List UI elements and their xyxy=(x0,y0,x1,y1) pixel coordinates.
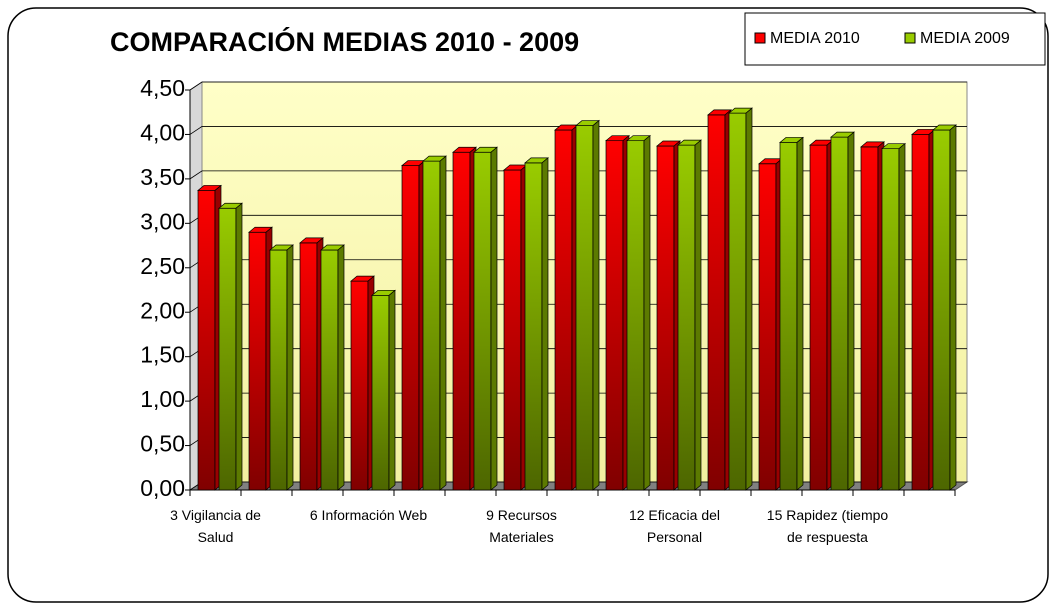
y-tick-label: 1,00 xyxy=(140,386,185,412)
grid-line xyxy=(189,81,967,91)
bar xyxy=(860,146,879,491)
bar-side xyxy=(388,289,396,491)
x-tick-label: 15 Rapidez (tiempo de respuesta xyxy=(766,507,889,545)
bar xyxy=(503,169,522,491)
bar-side xyxy=(592,119,600,491)
bar xyxy=(473,151,492,491)
bar-side xyxy=(949,124,957,491)
bar xyxy=(707,114,726,491)
bar xyxy=(656,145,675,491)
legend-swatch xyxy=(754,32,766,44)
y-tick-label: 3,00 xyxy=(140,208,185,234)
bar xyxy=(809,144,828,491)
bar xyxy=(197,190,216,491)
chart-title: COMPARACIÓN MEDIAS 2010 - 2009 xyxy=(110,26,579,57)
bar xyxy=(728,112,747,491)
y-tick-label: 4,00 xyxy=(140,120,185,146)
x-tick-label: 6 Información Web xyxy=(309,507,428,523)
bar xyxy=(350,280,369,491)
legend-swatch xyxy=(904,32,916,44)
bar xyxy=(554,129,573,491)
bar xyxy=(371,294,390,491)
x-tick-label: 9 Recursos Materiales xyxy=(486,507,557,545)
x-tick-label: 3 Vigilancia de Salud xyxy=(170,507,261,545)
bar xyxy=(932,129,951,491)
bar-side xyxy=(490,146,498,491)
bar xyxy=(269,249,288,491)
bar xyxy=(401,165,420,491)
y-tick-label: 3,50 xyxy=(140,164,185,190)
legend-box xyxy=(744,12,1046,66)
bar-side xyxy=(286,244,294,491)
bar xyxy=(524,162,543,491)
bar-side xyxy=(847,131,855,491)
bar xyxy=(575,125,594,491)
bar-side xyxy=(235,202,243,491)
bar xyxy=(605,140,624,491)
y-tick-label: 2,50 xyxy=(140,253,185,279)
bar xyxy=(758,163,777,491)
legend-label: MEDIA 2009 xyxy=(920,30,1010,47)
bar xyxy=(218,207,237,491)
x-tick-label: 12 Eficacia del Personal xyxy=(628,507,721,545)
bar xyxy=(248,231,267,491)
bar-side xyxy=(796,136,804,491)
bar xyxy=(779,142,798,491)
bar xyxy=(452,151,471,491)
bar xyxy=(299,242,318,491)
y-tick-label: 2,00 xyxy=(140,297,185,323)
bar xyxy=(881,148,900,491)
bar-side xyxy=(745,107,753,491)
bar xyxy=(320,249,339,491)
bar-side xyxy=(898,142,906,491)
y-tick-label: 0,50 xyxy=(140,431,185,457)
bar-side xyxy=(694,139,702,491)
bar xyxy=(830,136,849,491)
bar-side xyxy=(643,134,651,491)
bar xyxy=(677,144,696,491)
bar-side xyxy=(541,157,549,491)
bar xyxy=(911,134,930,491)
y-tick-label: 4,50 xyxy=(140,75,185,101)
bar xyxy=(422,160,441,491)
bar xyxy=(626,140,645,491)
y-tick-label: 1,50 xyxy=(140,342,185,368)
bar-side xyxy=(337,244,345,491)
legend-label: MEDIA 2010 xyxy=(770,30,860,47)
y-tick-label: 0,00 xyxy=(140,475,185,501)
bar-side xyxy=(439,155,447,491)
